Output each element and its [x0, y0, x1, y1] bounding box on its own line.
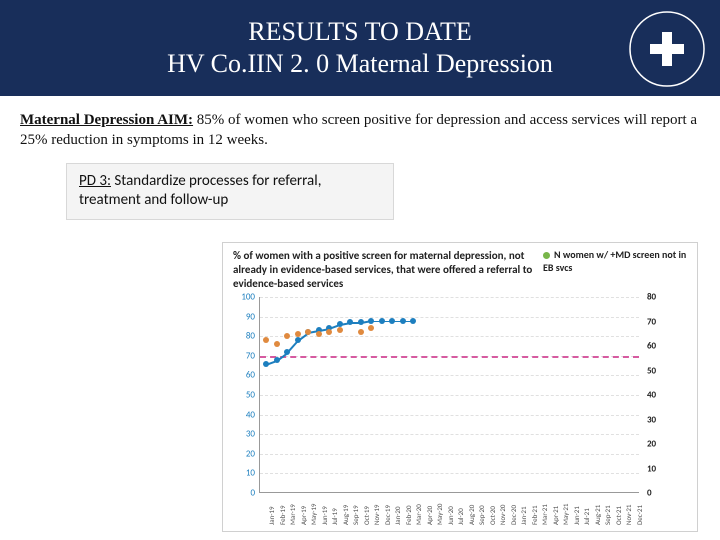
legend-marker-icon — [543, 252, 550, 259]
y-primary-tick: 30 — [246, 429, 255, 440]
y-axis-primary: 0102030405060708090100 — [237, 297, 257, 493]
scatter-point — [358, 329, 364, 335]
x-tick-label: Sep-19 — [351, 505, 360, 525]
aim-label: Maternal Depression AIM: — [20, 112, 193, 128]
legend-text: N women w/ +MD screen not in EB svcs — [543, 248, 686, 274]
pd3-label: PD 3: — [79, 172, 111, 190]
x-tick-label: Jun-19 — [320, 506, 329, 525]
y-primary-tick: 10 — [246, 468, 255, 479]
x-tick-label: Apr-21 — [551, 506, 560, 525]
x-tick-label: May-21 — [561, 504, 570, 525]
x-tick-label: Dec-20 — [509, 505, 518, 525]
y-primary-tick: 20 — [246, 448, 255, 459]
x-axis: Jan-19Feb-19Mar-19Apr-19May-19Jun-19Jul-… — [259, 495, 639, 531]
x-tick-label: Jun-20 — [446, 506, 455, 525]
chart-title: % of women with a positive screen for ma… — [233, 249, 543, 290]
scatter-point — [295, 331, 301, 337]
x-tick-label: Jan-19 — [267, 506, 276, 525]
x-tick-label: Feb-19 — [278, 505, 287, 525]
header-title-block: RESULTS TO DATE HV Co.IIN 2. 0 Maternal … — [20, 16, 700, 81]
line-point — [410, 318, 416, 324]
scatter-point — [326, 329, 332, 335]
scatter-point — [368, 325, 374, 331]
chart-container: % of women with a positive screen for ma… — [222, 242, 698, 532]
chart-header-row: % of women with a positive screen for ma… — [223, 243, 697, 290]
y-secondary-tick: 40 — [647, 390, 667, 401]
scatter-point — [274, 341, 280, 347]
y-primary-tick: 0 — [250, 488, 255, 499]
y-secondary-tick: 70 — [647, 316, 667, 327]
x-tick-label: Jul-19 — [330, 508, 339, 525]
x-tick-label: Apr-20 — [425, 506, 434, 525]
y-secondary-tick: 0 — [647, 488, 667, 499]
gridline — [260, 395, 639, 396]
y-primary-tick: 80 — [246, 331, 255, 342]
y-primary-tick: 100 — [241, 292, 255, 303]
x-tick-label: Mar-20 — [414, 504, 423, 525]
x-tick-label: May-19 — [309, 504, 318, 525]
x-tick-label: Sep-21 — [603, 505, 612, 525]
aim-paragraph: Maternal Depression AIM: 85% of women wh… — [0, 96, 720, 157]
x-tick-label: Feb-21 — [530, 505, 539, 525]
y-axis-secondary: 01020304050607080 — [645, 297, 669, 493]
y-secondary-tick: 10 — [647, 463, 667, 474]
header-line2: HV Co.IIN 2. 0 Maternal Depression — [20, 48, 700, 81]
y-primary-tick: 40 — [246, 409, 255, 420]
scatter-point — [263, 337, 269, 343]
scatter-point — [284, 333, 290, 339]
gridline — [260, 317, 639, 318]
x-tick-label: Dec-21 — [635, 505, 644, 525]
y-primary-tick: 50 — [246, 390, 255, 401]
x-tick-label: Sep-20 — [477, 505, 486, 525]
ridoh-logo-icon — [628, 10, 706, 88]
slide-header: RESULTS TO DATE HV Co.IIN 2. 0 Maternal … — [0, 0, 720, 96]
x-tick-label: Aug-21 — [593, 505, 602, 525]
y-secondary-tick: 30 — [647, 414, 667, 425]
x-tick-label: Nov-21 — [624, 505, 633, 525]
gridline — [260, 454, 639, 455]
x-tick-label: Aug-20 — [467, 505, 476, 525]
y-primary-tick: 90 — [246, 311, 255, 322]
y-secondary-tick: 20 — [647, 439, 667, 450]
scatter-point — [337, 327, 343, 333]
gridline — [260, 473, 639, 474]
header-line1: RESULTS TO DATE — [20, 16, 700, 49]
pd3-callout: PD 3: Standardize processes for referral… — [66, 163, 394, 220]
x-tick-label: Jun-21 — [572, 506, 581, 525]
x-tick-label: Jul-21 — [582, 508, 591, 525]
gridline — [260, 415, 639, 416]
pd3-text: Standardize processes for referral, trea… — [79, 172, 321, 210]
y-secondary-tick: 50 — [647, 365, 667, 376]
chart-plot-area — [259, 297, 639, 493]
x-tick-label: Oct-20 — [488, 506, 497, 525]
gridline — [260, 375, 639, 376]
gridline — [260, 297, 639, 298]
x-tick-label: Jul-20 — [456, 508, 465, 525]
x-tick-label: Oct-21 — [614, 506, 623, 525]
x-tick-label: Apr-19 — [299, 506, 308, 525]
y-primary-tick: 60 — [246, 370, 255, 381]
x-tick-label: May-20 — [435, 504, 444, 525]
gridline — [260, 434, 639, 435]
y-primary-tick: 70 — [246, 350, 255, 361]
x-tick-label: Nov-19 — [372, 505, 381, 525]
x-tick-label: Mar-21 — [540, 504, 549, 525]
x-tick-label: Mar-19 — [288, 504, 297, 525]
y-secondary-tick: 60 — [647, 341, 667, 352]
y-secondary-tick: 80 — [647, 292, 667, 303]
x-tick-label: Dec-19 — [383, 505, 392, 525]
x-tick-label: Jan-21 — [519, 506, 528, 525]
scatter-point — [316, 331, 322, 337]
x-tick-label: Oct-19 — [362, 506, 371, 525]
x-tick-label: Jan-20 — [393, 506, 402, 525]
goal-line — [260, 356, 639, 358]
x-tick-label: Nov-20 — [498, 505, 507, 525]
x-tick-label: Feb-20 — [404, 505, 413, 525]
x-tick-label: Aug-19 — [341, 505, 350, 525]
scatter-point — [305, 329, 311, 335]
chart-legend: N women w/ +MD screen not in EB svcs — [543, 249, 689, 290]
